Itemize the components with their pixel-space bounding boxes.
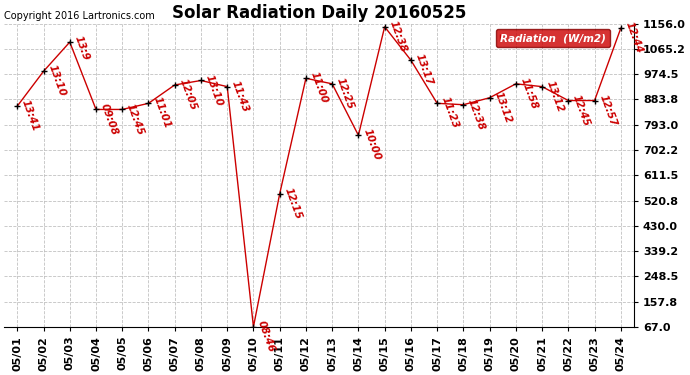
Text: 12:57: 12:57 — [598, 93, 618, 128]
Text: 11:23: 11:23 — [440, 96, 461, 130]
Text: 08:46: 08:46 — [256, 319, 277, 354]
Text: 13:17: 13:17 — [414, 53, 435, 87]
Text: 12:15: 12:15 — [282, 186, 303, 221]
Text: 13:12: 13:12 — [545, 79, 566, 114]
Text: 12:45: 12:45 — [571, 93, 592, 128]
Text: 11:58: 11:58 — [519, 76, 540, 111]
Text: 12:38: 12:38 — [387, 19, 408, 54]
Text: 12:38: 12:38 — [466, 97, 487, 132]
Text: 11:01: 11:01 — [151, 96, 172, 130]
Text: 12:05: 12:05 — [177, 77, 198, 112]
Text: 11:00: 11:00 — [308, 70, 329, 105]
Text: 11:43: 11:43 — [230, 79, 250, 114]
Text: 10:00: 10:00 — [361, 128, 382, 162]
Text: 12:45: 12:45 — [125, 102, 146, 136]
Text: 13:10: 13:10 — [204, 73, 224, 108]
Text: 13:12: 13:12 — [493, 90, 513, 125]
Text: 12:44: 12:44 — [624, 21, 644, 55]
Text: 13:10: 13:10 — [46, 64, 67, 98]
Text: 12:25: 12:25 — [335, 76, 355, 111]
Text: 09:08: 09:08 — [99, 102, 119, 136]
Text: Copyright 2016 Lartronics.com: Copyright 2016 Lartronics.com — [4, 11, 155, 21]
Title: Solar Radiation Daily 20160525: Solar Radiation Daily 20160525 — [172, 4, 466, 22]
Legend: Radiation  (W/m2): Radiation (W/m2) — [495, 29, 610, 47]
Text: 13:9: 13:9 — [72, 34, 91, 62]
Text: 13:41: 13:41 — [20, 99, 41, 133]
